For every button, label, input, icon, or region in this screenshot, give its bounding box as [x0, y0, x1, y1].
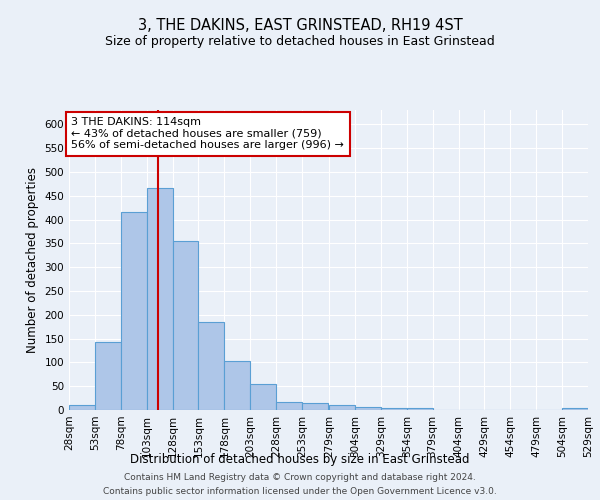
Bar: [199, 322, 224, 410]
Bar: [562, 408, 588, 410]
Bar: [329, 405, 355, 410]
Bar: [95, 342, 121, 410]
Bar: [146, 188, 173, 410]
Bar: [407, 408, 433, 410]
Bar: [173, 241, 199, 410]
Text: 3, THE DAKINS, EAST GRINSTEAD, RH19 4ST: 3, THE DAKINS, EAST GRINSTEAD, RH19 4ST: [137, 18, 463, 32]
Bar: [121, 212, 146, 410]
Text: Distribution of detached houses by size in East Grinstead: Distribution of detached houses by size …: [130, 452, 470, 466]
Bar: [224, 362, 250, 410]
Bar: [302, 404, 328, 410]
Text: 3 THE DAKINS: 114sqm
← 43% of detached houses are smaller (759)
56% of semi-deta: 3 THE DAKINS: 114sqm ← 43% of detached h…: [71, 117, 344, 150]
Text: Size of property relative to detached houses in East Grinstead: Size of property relative to detached ho…: [105, 35, 495, 48]
Bar: [250, 384, 276, 410]
Bar: [355, 407, 381, 410]
Y-axis label: Number of detached properties: Number of detached properties: [26, 167, 39, 353]
Bar: [276, 402, 302, 410]
Bar: [69, 405, 95, 410]
Text: Contains public sector information licensed under the Open Government Licence v3: Contains public sector information licen…: [103, 488, 497, 496]
Text: Contains HM Land Registry data © Crown copyright and database right 2024.: Contains HM Land Registry data © Crown c…: [124, 472, 476, 482]
Bar: [381, 408, 407, 410]
